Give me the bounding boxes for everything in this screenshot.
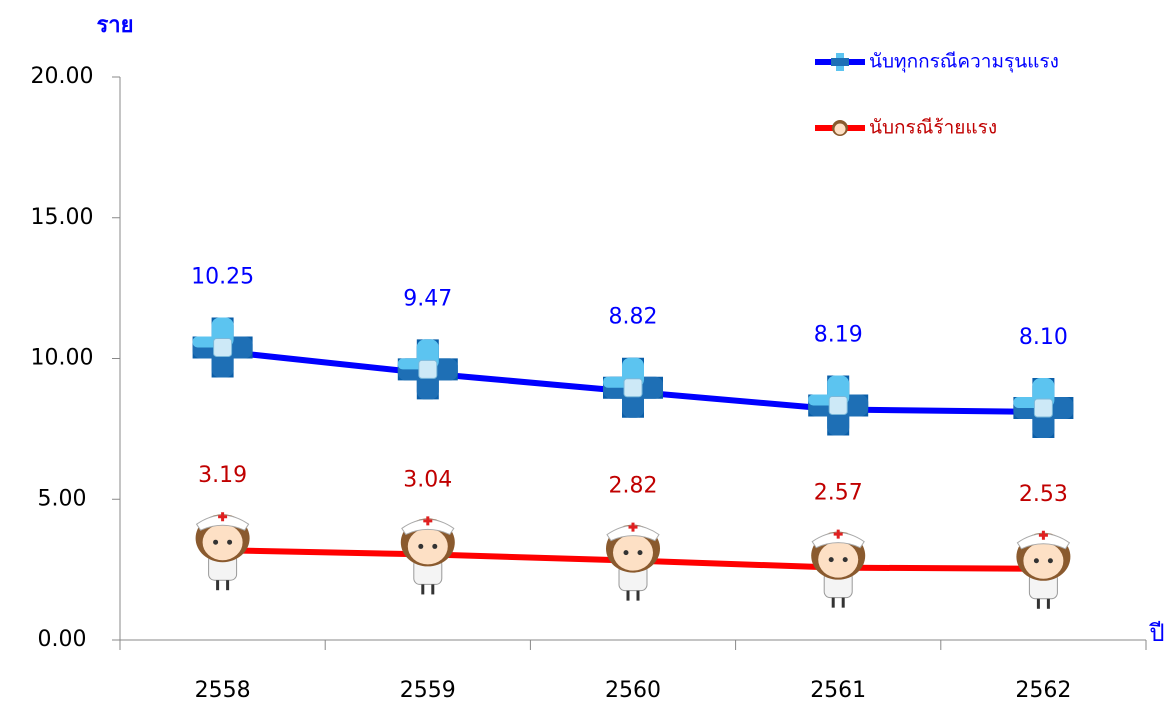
nurse-face	[1023, 542, 1064, 579]
nurse-face	[613, 534, 653, 571]
legend-cross	[831, 58, 849, 66]
point-marker	[397, 339, 458, 400]
nurse-hat-cross	[1038, 530, 1048, 540]
x-axis-label: ปี	[1148, 619, 1164, 647]
value-label: 2.57	[814, 481, 863, 506]
point-marker	[195, 512, 250, 591]
nurse-hat	[1016, 533, 1071, 550]
point-marker	[192, 317, 253, 378]
nurse-hat-cross	[628, 522, 638, 532]
nurse-eye	[637, 550, 643, 556]
nurse-hat	[606, 525, 660, 542]
nurse-hat	[811, 532, 865, 549]
value-label: 3.04	[403, 467, 452, 492]
legend-nurse-face	[834, 123, 846, 135]
x-tick-label: 2562	[1015, 678, 1071, 702]
y-tick-label: 5.00	[38, 486, 87, 511]
value-label: 2.82	[609, 474, 658, 499]
nurse-eye	[213, 539, 219, 545]
nurse-hat	[195, 514, 250, 531]
legend-icon	[832, 120, 848, 136]
point-marker	[808, 375, 869, 436]
y-axis-label: ราย	[96, 13, 133, 38]
nurse-hat-cross	[423, 516, 433, 526]
y-tick-label: 15.00	[31, 205, 94, 230]
nurse-eye	[623, 550, 629, 556]
nurse-eye	[1033, 558, 1039, 564]
legend-label: นับกรณีร้ายแรง	[869, 117, 997, 139]
nurse-eye	[418, 543, 424, 549]
x-tick-label: 2560	[605, 678, 661, 702]
point-marker	[603, 357, 663, 418]
cross-center	[213, 337, 233, 357]
cross-center	[623, 378, 643, 398]
nurse-face	[407, 528, 448, 565]
legend-label: นับทุกกรณีความรุนแรง	[869, 51, 1059, 74]
value-label: 8.10	[1019, 325, 1068, 350]
value-label: 3.19	[198, 463, 247, 488]
nurse-hat-cross	[218, 512, 228, 522]
y-tick-label: 0.00	[38, 627, 87, 652]
nurse-face	[202, 524, 243, 561]
point-marker	[400, 516, 455, 595]
nurse-eye	[227, 539, 233, 545]
value-label: 2.53	[1019, 482, 1068, 507]
x-tick-label: 2558	[195, 678, 251, 702]
nurse-eye	[432, 543, 438, 549]
x-tick-label: 2561	[810, 678, 866, 702]
cross-center	[418, 359, 438, 379]
value-label: 10.25	[191, 264, 254, 289]
value-label: 8.19	[814, 322, 863, 347]
nurse-eye	[842, 557, 848, 563]
cross-center	[828, 395, 848, 415]
point-marker	[811, 529, 866, 608]
legend-icon	[831, 53, 849, 71]
value-label: 8.82	[609, 305, 658, 330]
nurse-face	[818, 541, 859, 578]
value-label: 9.47	[403, 286, 452, 311]
point-marker	[1013, 377, 1074, 438]
point-marker	[1016, 530, 1071, 609]
nurse-eye	[1047, 558, 1053, 564]
nurse-hat-cross	[833, 529, 843, 539]
x-tick-label: 2559	[400, 678, 456, 702]
nurse-hat	[401, 518, 455, 536]
point-marker	[606, 522, 660, 601]
nurse-eye	[828, 557, 834, 563]
cross-center	[1033, 398, 1053, 418]
y-tick-label: 20.00	[31, 64, 94, 89]
y-tick-label: 10.00	[31, 346, 94, 371]
